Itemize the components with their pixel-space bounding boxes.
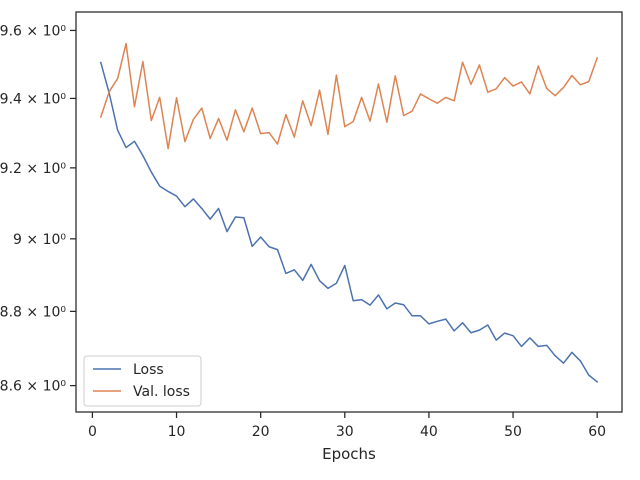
legend-label-1: Loss bbox=[133, 362, 164, 378]
x-tick-label: 20 bbox=[252, 424, 270, 440]
plot-area bbox=[99, 42, 599, 383]
y-tick-label: 9.2 × 10⁰ bbox=[0, 161, 66, 177]
x-tick-label: 60 bbox=[588, 424, 606, 440]
x-axis-label: Epochs bbox=[322, 445, 376, 463]
y-tick-label: 8.6 × 10⁰ bbox=[0, 379, 66, 395]
axes-frame bbox=[75, 11, 623, 413]
x-tick-label: 40 bbox=[420, 424, 438, 440]
y-tick-label: 9.6 × 10⁰ bbox=[0, 23, 66, 39]
series-line-1 bbox=[99, 61, 599, 383]
x-tick-label: 30 bbox=[336, 424, 354, 440]
series-line-2 bbox=[99, 42, 599, 150]
x-tick-label: 10 bbox=[168, 424, 186, 440]
x-tick-label: 50 bbox=[504, 424, 522, 440]
legend: Loss Val. loss bbox=[83, 355, 202, 407]
x-tick-label: 0 bbox=[88, 424, 97, 440]
legend-label-2: Val. loss bbox=[133, 384, 190, 400]
y-tick-label: 9 × 10⁰ bbox=[13, 232, 66, 248]
y-tick-label: 9.4 × 10⁰ bbox=[0, 91, 66, 107]
axes: 0 10 20 30 40 50 60 8.6 × 10⁰ 8.8 × 10⁰ 9 × 10⁰ 9.… bbox=[0, 11, 623, 440]
y-tick-label: 8.8 × 10⁰ bbox=[0, 304, 66, 320]
